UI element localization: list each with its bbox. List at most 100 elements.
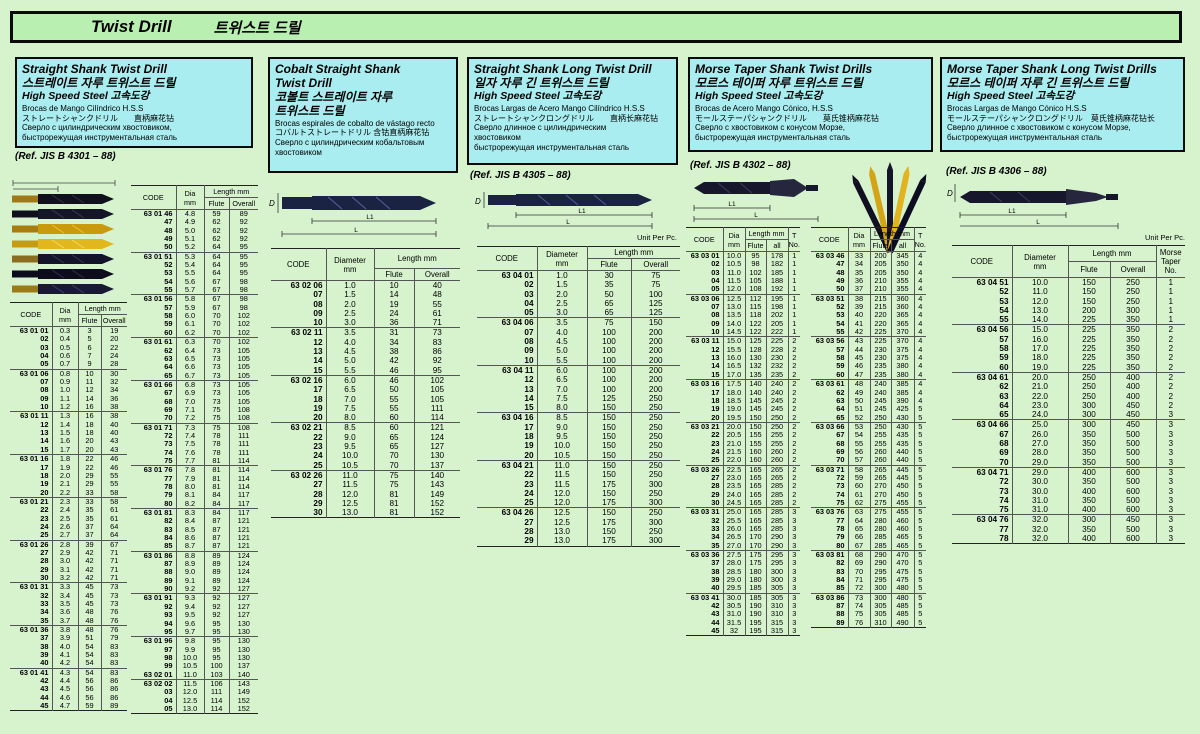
cell: 14.0 <box>722 319 745 329</box>
cell: 24.0 <box>722 490 745 499</box>
cell: 200 <box>630 364 680 376</box>
cell: 2.6 <box>51 522 78 532</box>
cell: 63 04 26 <box>477 507 537 518</box>
cell: 210 <box>869 276 891 286</box>
cell: 1 <box>1155 277 1185 288</box>
table-row: 23 9.5 65 127 <box>271 442 460 452</box>
cell: 63 03 46 <box>811 251 848 261</box>
cell: 185 <box>744 584 766 594</box>
cell: 92 <box>228 234 258 244</box>
cell: 295 <box>869 567 891 577</box>
cell: 225 <box>1067 324 1110 335</box>
cell: 67 <box>847 541 870 551</box>
cell: 260 <box>869 456 891 466</box>
cell: 87 <box>203 542 229 552</box>
table-row: 87 8.9 89 124 <box>131 559 258 569</box>
cell: 71 <box>100 565 127 574</box>
cell: 6.5 <box>536 375 587 385</box>
cell: 4.5 <box>325 347 374 357</box>
cell: 63 03 71 <box>811 464 848 474</box>
drill-photos-strip-icon <box>12 180 116 294</box>
cell: 46 <box>847 362 870 371</box>
cell: 15 <box>40 444 49 454</box>
table-row: 63 01 41 4.3 54 83 <box>10 667 127 678</box>
cell: 98 <box>228 285 258 295</box>
table-row: 65 6.7 73 105 <box>131 371 258 381</box>
cell: 105 <box>413 385 460 395</box>
cell: 76 <box>100 625 127 635</box>
cell: 225 <box>1067 344 1110 354</box>
cell: 26.0 <box>722 524 745 534</box>
cell: 450 <box>1109 410 1156 420</box>
table-row: 40 29.5 185 305 3 <box>686 584 800 594</box>
table-row: 07 4.0 100 200 <box>477 327 680 338</box>
cell: 25 <box>711 455 720 465</box>
cell: 265 <box>869 473 891 483</box>
cell: 10.5 <box>536 450 587 461</box>
cell: 1 <box>1155 315 1185 325</box>
cell: 350 <box>1067 524 1110 535</box>
cell: 20 <box>77 445 101 455</box>
cell: 0.9 <box>51 377 78 387</box>
cell: 114 <box>228 465 258 475</box>
table-row: 60 19.0 225 350 2 <box>952 362 1185 373</box>
cell: 17 <box>313 385 323 395</box>
table-row: 67 6.9 73 105 <box>131 388 258 398</box>
table-row: 82 8.4 87 121 <box>131 517 258 526</box>
cell: 3 <box>787 532 800 542</box>
cell: 2 <box>787 345 800 355</box>
table-row: 19 7.5 55 111 <box>271 403 460 414</box>
cell: 10 <box>373 280 414 291</box>
cell: 108 <box>228 414 258 424</box>
cell: 54 <box>999 305 1009 315</box>
cell: 300 <box>869 584 891 594</box>
cell: 04 <box>524 298 534 308</box>
cell: 38 <box>40 641 49 651</box>
cell: 63 03 16 <box>686 379 723 389</box>
cell: 100 <box>586 384 631 394</box>
table-row: 22 20.5 155 255 2 <box>686 430 800 440</box>
cell: 60 <box>999 362 1009 372</box>
table-row: 44 31.5 195 315 3 <box>686 618 800 628</box>
section-header-straight-shank: Straight Shank Twist Drill 스트레이트 자루 트위스트… <box>15 57 253 148</box>
cell: 83 <box>100 659 127 669</box>
cell: 02 <box>40 334 49 344</box>
section-title-ko: 스트레이트 자루 트위스트 드릴 <box>22 76 176 91</box>
cell: 81 <box>373 489 414 499</box>
cell: 26.0 <box>1011 429 1068 440</box>
cell: 165 <box>744 524 766 534</box>
cell: 10 <box>77 368 101 379</box>
cell: 152 <box>413 498 460 509</box>
table-row: 62 6.4 73 105 <box>131 346 258 355</box>
cell: 2 <box>787 430 800 440</box>
cell: 86 <box>100 693 127 703</box>
cell: 12.5 <box>325 498 374 509</box>
table-row: 77 32.0 350 500 3 <box>952 524 1185 535</box>
cell: 14 <box>77 394 101 404</box>
table-straight-long: CODE Diameter mm Length mm Flute Overall … <box>477 246 680 547</box>
table-row: 49 36 210 355 4 <box>811 276 926 286</box>
cell: 63 01 56 <box>131 294 176 304</box>
cell: 67 <box>203 303 229 313</box>
cell: 27.5 <box>722 550 745 560</box>
cell: 19 <box>100 326 127 336</box>
cell: 23.0 <box>722 473 745 483</box>
table-row: 64 51 245 425 5 <box>811 404 926 414</box>
table-row: 95 9.7 95 130 <box>131 627 258 637</box>
col-header-length: Length mm <box>1067 245 1156 262</box>
cell: 70 <box>203 337 229 347</box>
table-row: 98 10.0 95 130 <box>131 653 258 663</box>
cell: 200 <box>630 337 680 347</box>
cell: 30.0 <box>1011 477 1068 487</box>
cell: 7.1 <box>175 405 204 415</box>
cell: 89 <box>100 702 127 711</box>
data-table: CODE Dia mm Length mm Flute Overall 63 01… <box>131 185 258 715</box>
table-row: 25 12.0 175 300 <box>477 498 680 508</box>
cell: 375 <box>890 345 914 355</box>
cell: 80 <box>836 540 845 550</box>
cell: 42 <box>77 573 101 583</box>
cell: 75 <box>836 497 845 507</box>
cell: 400 <box>1067 486 1110 496</box>
cell: 150 <box>586 441 631 451</box>
cell: 77 <box>164 473 173 483</box>
